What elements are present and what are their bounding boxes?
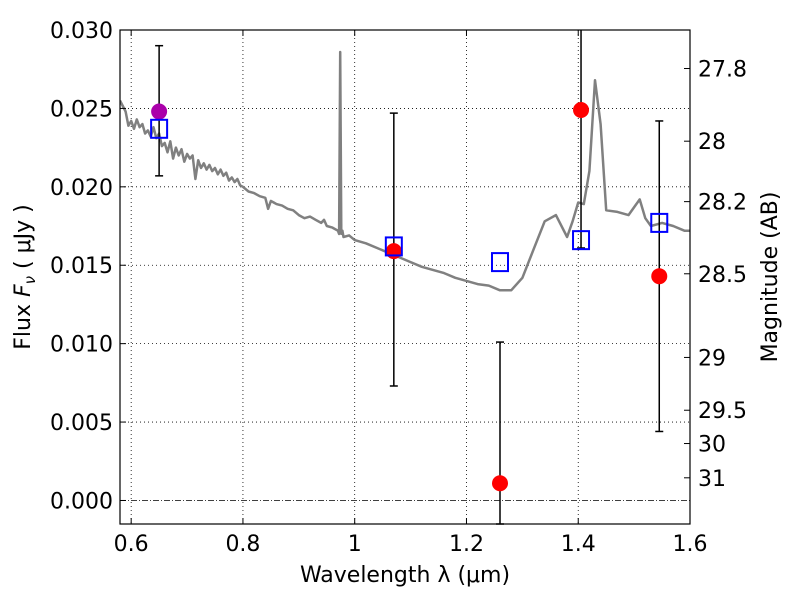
model-flux-point — [150, 118, 169, 139]
magnitude-tick-label: 29.5 — [698, 399, 747, 424]
y-tick-label: 0.015 — [50, 254, 113, 279]
observed-flux-point — [492, 475, 508, 492]
y-axis-label-subscript: ν — [21, 276, 39, 284]
y-tick-label: 0.010 — [50, 333, 113, 358]
observed-flux-point — [651, 268, 668, 285]
y-axis-label-unit: ( μJy ) — [11, 204, 36, 276]
observed-flux-point — [385, 243, 402, 260]
plot-frame — [119, 29, 691, 525]
grid — [120, 29, 691, 524]
x-tick-label: 1 — [348, 532, 362, 557]
observed-flux-point — [573, 101, 590, 118]
magnitude-tick-label: 31 — [698, 467, 726, 492]
model-flux-point — [384, 236, 403, 257]
x-tick-label: 1.2 — [449, 532, 484, 557]
magnitude-tick-label: 28.2 — [698, 191, 747, 216]
x-tick-label: 1.4 — [561, 532, 596, 557]
magnitude-tick-label: 28.5 — [698, 263, 747, 288]
y-axis-label: Flux Fν ( μJy ) — [11, 204, 39, 349]
plot-area — [120, 50, 690, 292]
template-spectrum-line — [120, 50, 690, 292]
model-flux-point — [650, 212, 669, 233]
errorbar-overflow — [150, 30, 669, 525]
magnitude-tick-label: 29 — [698, 346, 726, 371]
y-tick-label: 0.000 — [50, 489, 113, 514]
y-tick-label: 0.020 — [50, 176, 113, 201]
y-tick-label: 0.025 — [50, 97, 113, 122]
y-tick-label: 0.005 — [50, 411, 113, 436]
y-axis-label-text: Flux — [11, 297, 36, 350]
model-flux-point — [491, 252, 509, 273]
x-tick-label: 0.8 — [225, 532, 260, 557]
observed-flux-point — [151, 103, 168, 120]
y-axis-label-symbol: F — [11, 284, 36, 297]
y2-axis-label: Magnitude (AB) — [758, 192, 783, 363]
magnitude-tick-label: 27.8 — [698, 58, 747, 83]
x-axis-label: Wavelength λ (μm) — [300, 563, 510, 588]
ticks: 0.6 0.8 1 1.2 1.4 1.6 0.000 0.005 0.010 0.015 0.02… — [50, 19, 747, 557]
x-tick-label: 0.6 — [114, 532, 149, 557]
y-tick-label: 0.030 — [50, 19, 113, 44]
magnitude-tick-label: 28 — [698, 130, 726, 155]
magnitude-tick-label: 30 — [698, 433, 726, 458]
model-flux-point — [572, 230, 591, 251]
x-tick-label: 1.6 — [673, 532, 708, 557]
